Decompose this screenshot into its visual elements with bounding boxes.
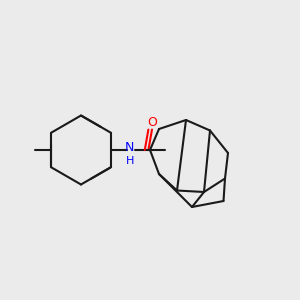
Text: N: N: [125, 141, 134, 154]
Text: H: H: [126, 156, 134, 167]
Text: O: O: [147, 116, 157, 130]
